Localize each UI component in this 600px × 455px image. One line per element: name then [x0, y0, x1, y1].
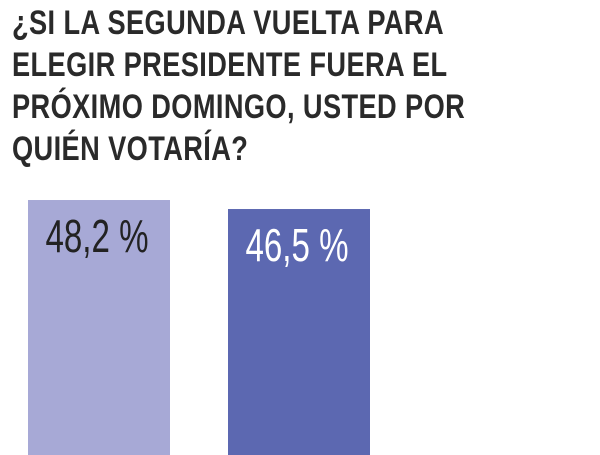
chart-title: ¿SI LA SEGUNDA VUELTA PARA ELEGIR PRESID… — [12, 4, 466, 168]
bar — [228, 209, 370, 455]
value-label: 48,2 % — [45, 212, 148, 262]
bar — [28, 200, 170, 455]
value-label: 46,5 % — [245, 221, 348, 271]
